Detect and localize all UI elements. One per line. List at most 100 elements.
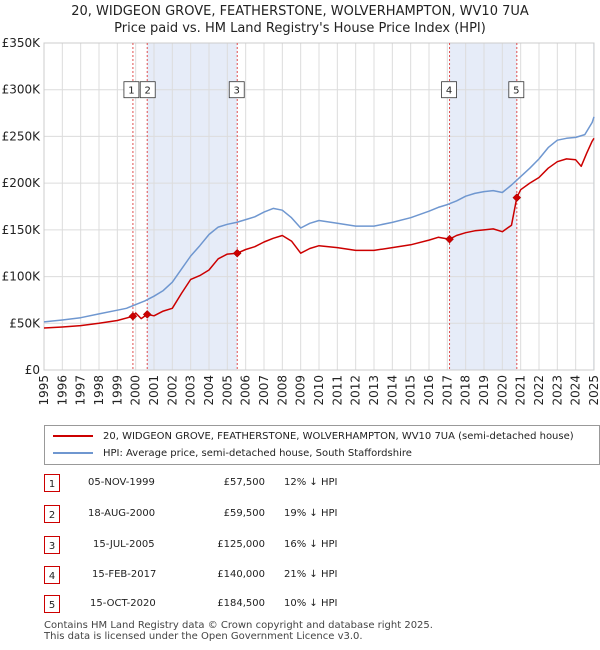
sale-number-badge: 4 — [44, 566, 60, 584]
x-tick-label: 2009 — [294, 375, 308, 406]
x-tick-label: 2010 — [312, 375, 326, 406]
x-tick-label: 2020 — [495, 375, 509, 406]
sale-point — [445, 234, 454, 244]
sale-label-number: 2 — [145, 86, 151, 97]
chart-subtitle: Price paid vs. HM Land Registry's House … — [114, 21, 486, 36]
hpi-line — [43, 116, 595, 323]
sale-label-frame — [228, 81, 245, 99]
price-chart: £0 £50K £100K £150K £200K £250K £300K £350K 1995… — [2, 36, 600, 406]
x-tick-label: 1998 — [92, 375, 106, 406]
chart-title-address: 20, WIDGEON GROVE, FEATHERSTONE, WOLVERH… — [71, 4, 529, 19]
sale-label-frame — [508, 81, 525, 99]
sale-price: £57,500 — [223, 477, 265, 488]
x-tick-label: 2006 — [239, 375, 253, 406]
legend-item-hpi: HPI: Average price, semi-detached house,… — [53, 446, 412, 462]
x-tick-label: 2018 — [459, 375, 473, 406]
sale-price: £184,500 — [217, 598, 265, 609]
x-tick-label: 1995 — [37, 375, 51, 406]
sale-hpi-diff: 16% ↓ HPI — [284, 539, 338, 550]
sale-label-box: 4 — [441, 81, 457, 99]
x-tick-label: 2016 — [422, 375, 436, 406]
x-tick-label: 2012 — [349, 375, 363, 406]
legend-label-price: 20, WIDGEON GROVE, FEATHERSTONE, WOLVERH… — [103, 431, 574, 442]
price-line — [43, 137, 595, 329]
y-tick-label: £350K — [2, 36, 42, 50]
sale-label-box: 2 — [139, 81, 156, 99]
x-tick-label: 2025 — [587, 375, 600, 406]
sale-label-number: 4 — [446, 86, 452, 97]
legend-item-price: 20, WIDGEON GROVE, FEATHERSTONE, WOLVERH… — [53, 429, 574, 445]
x-tick-label: 2014 — [385, 375, 399, 406]
sale-label-box: 5 — [508, 81, 525, 99]
sale-number-badge: 1 — [44, 474, 60, 492]
x-tick-label: 2004 — [202, 375, 216, 406]
plot-border — [43, 42, 595, 371]
sale-price: £59,500 — [223, 508, 265, 519]
legend-label-hpi: HPI: Average price, semi-detached house,… — [103, 448, 412, 459]
table-row: 4 15-FEB-2017 £140,000 21% ↓ HPI — [0, 565, 600, 585]
y-tick-label: £300K — [2, 83, 42, 97]
x-tick-label: 2008 — [275, 375, 289, 406]
x-tick-label: 2024 — [569, 375, 583, 406]
y-tick-label: £250K — [2, 129, 42, 143]
x-tick-label: 2001 — [147, 375, 161, 406]
sale-point — [512, 193, 522, 202]
sale-label-frame — [139, 81, 156, 99]
sale-number-badge: 2 — [44, 505, 60, 523]
legend-line-price — [53, 435, 93, 437]
table-row: 3 15-JUL-2005 £125,000 16% ↓ HPI — [0, 535, 600, 555]
sale-hpi-diff: 19% ↓ HPI — [284, 508, 338, 519]
sale-price: £125,000 — [217, 539, 265, 550]
sale-label-box: 3 — [228, 81, 245, 99]
y-tick-label: £0 — [25, 363, 40, 377]
sale-label-number: 3 — [234, 86, 240, 97]
sale-price: £140,000 — [217, 569, 265, 580]
table-row: 5 15-OCT-2020 £184,500 10% ↓ HPI — [0, 594, 600, 614]
y-tick-label: £150K — [2, 223, 42, 237]
x-tick-label: 2021 — [514, 375, 528, 406]
x-tick-label: 2019 — [477, 375, 491, 406]
sale-date: 15-JUL-2005 — [93, 539, 155, 550]
sale-hpi-diff: 21% ↓ HPI — [284, 569, 338, 580]
sale-point — [232, 248, 242, 258]
y-tick-label: £200K — [2, 176, 42, 190]
sale-number-badge: 5 — [44, 595, 60, 613]
x-tick-label: 1997 — [74, 375, 88, 406]
x-tick-label: 2022 — [532, 375, 546, 406]
sale-label-number: 5 — [513, 86, 519, 97]
shaded-period — [147, 43, 238, 370]
x-tick-label: 2013 — [367, 375, 381, 406]
sale-label-frame — [123, 81, 140, 99]
x-tick-label: 2007 — [257, 375, 271, 406]
table-row: 1 05-NOV-1999 £57,500 12% ↓ HPI — [0, 473, 600, 493]
y-tick-label: £100K — [2, 270, 42, 284]
sale-point — [128, 311, 138, 321]
sale-date: 18-AUG-2000 — [88, 508, 156, 519]
x-tick-label: 2023 — [550, 375, 564, 406]
x-tick-label: 2003 — [184, 375, 198, 406]
shaded-period — [449, 43, 517, 370]
chart-legend: 20, WIDGEON GROVE, FEATHERSTONE, WOLVERH… — [44, 425, 600, 465]
x-tick-label: 2011 — [330, 375, 344, 406]
sale-date: 15-OCT-2020 — [90, 598, 156, 609]
table-row: 2 18-AUG-2000 £59,500 19% ↓ HPI — [0, 504, 600, 524]
sale-date: 15-FEB-2017 — [92, 569, 157, 580]
x-tick-label: 2005 — [220, 375, 234, 406]
x-tick-label: 2000 — [129, 375, 143, 406]
x-tick-label: 2002 — [165, 375, 179, 406]
x-tick-label: 1999 — [110, 375, 124, 406]
sale-label-box: 1 — [123, 81, 140, 99]
sale-date: 05-NOV-1999 — [88, 477, 155, 488]
sale-hpi-diff: 12% ↓ HPI — [284, 477, 338, 488]
sale-point — [142, 310, 152, 319]
sale-hpi-diff: 10% ↓ HPI — [284, 598, 338, 609]
x-tick-label: 2017 — [440, 375, 454, 406]
sale-number-badge: 3 — [44, 536, 60, 554]
x-tick-label: 2015 — [404, 375, 418, 406]
x-tick-label: 1996 — [55, 375, 69, 406]
footer-licence: This data is licensed under the Open Gov… — [44, 631, 363, 642]
legend-line-hpi — [53, 452, 93, 454]
footer-copyright: Contains HM Land Registry data © Crown c… — [44, 620, 433, 631]
sale-label-number: 1 — [128, 86, 134, 97]
y-tick-label: £50K — [9, 316, 41, 330]
